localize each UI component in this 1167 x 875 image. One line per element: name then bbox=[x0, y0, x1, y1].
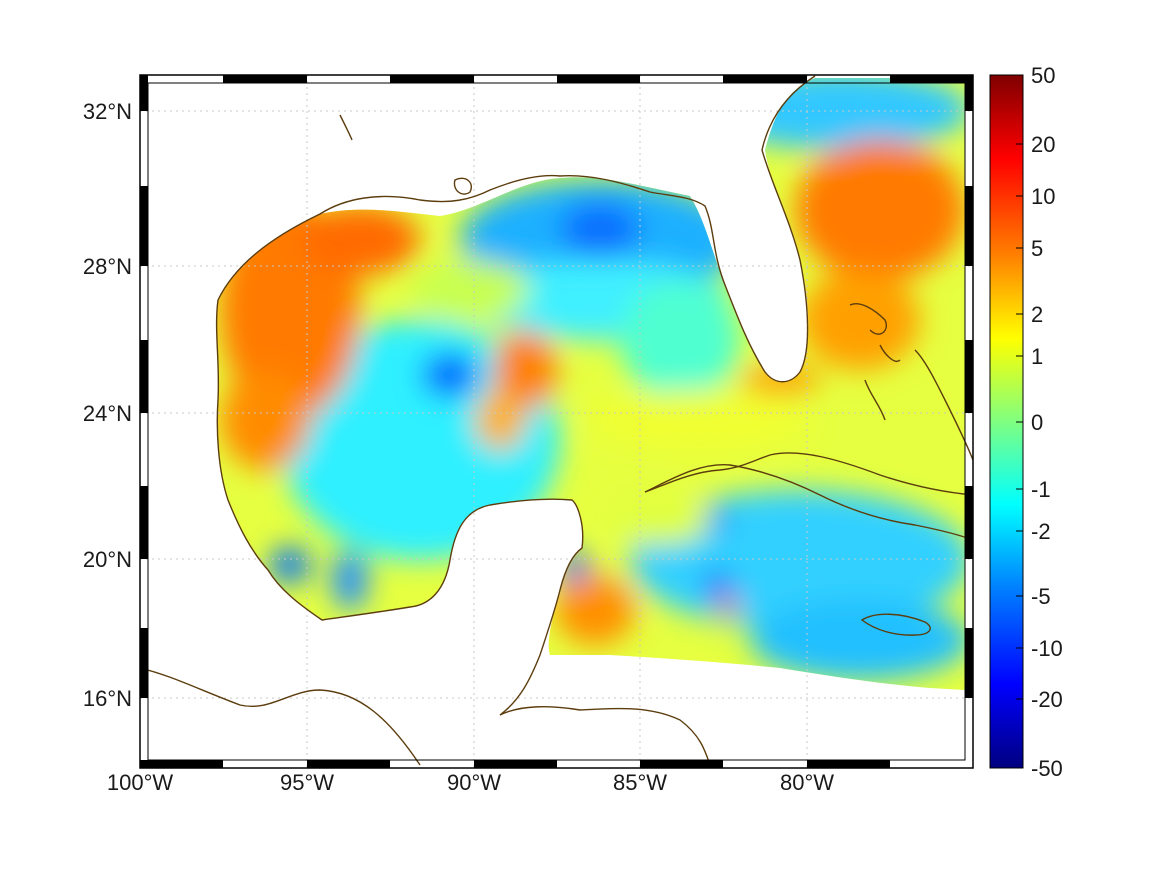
colorbar-tick-label: -1 bbox=[1031, 477, 1051, 502]
lon-tick-label: 80°W bbox=[780, 770, 834, 795]
colorbar-tick-label: 1 bbox=[1031, 344, 1043, 369]
colorbar-tick-label: 0 bbox=[1031, 410, 1043, 435]
lon-axis-labels: 100°W 95°W 90°W 85°W 80°W bbox=[107, 770, 834, 795]
colorbar-tick-label: -5 bbox=[1031, 584, 1051, 609]
colorbar-tick-label: -50 bbox=[1031, 756, 1063, 781]
colorbar-tick-label: 5 bbox=[1031, 236, 1043, 261]
lat-axis-labels: 32°N 28°N 24°N 20°N 16°N bbox=[83, 99, 132, 711]
colorbar: 50 20 10 5 2 1 0 -1 -2 -5 -10 -20 -50 bbox=[989, 63, 1063, 781]
lon-tick-label: 90°W bbox=[447, 770, 501, 795]
colorbar-tick-label: -20 bbox=[1031, 687, 1063, 712]
lat-tick-label: 32°N bbox=[83, 99, 132, 124]
lon-tick-label: 85°W bbox=[613, 770, 667, 795]
colorbar-tick-label: -10 bbox=[1031, 636, 1063, 661]
coastlines bbox=[140, 75, 973, 766]
colorbar-tick-label: -2 bbox=[1031, 519, 1051, 544]
map-frame bbox=[139, 74, 974, 769]
lat-tick-label: 28°N bbox=[83, 254, 132, 279]
lat-tick-label: 16°N bbox=[83, 686, 132, 711]
lat-tick-label: 20°N bbox=[83, 547, 132, 572]
colorbar-tick-label: 2 bbox=[1031, 302, 1043, 327]
colorbar-ticks bbox=[1016, 74, 1023, 769]
colorbar-tick-label: 10 bbox=[1031, 184, 1055, 209]
ocean-field bbox=[216, 78, 965, 690]
colorbar-tick-label: 50 bbox=[1031, 63, 1055, 88]
map-grid bbox=[140, 75, 973, 768]
lat-tick-label: 24°N bbox=[83, 401, 132, 426]
lon-tick-label: 95°W bbox=[280, 770, 334, 795]
lon-tick-label: 100°W bbox=[107, 770, 174, 795]
colorbar-tick-label: 20 bbox=[1031, 132, 1055, 157]
